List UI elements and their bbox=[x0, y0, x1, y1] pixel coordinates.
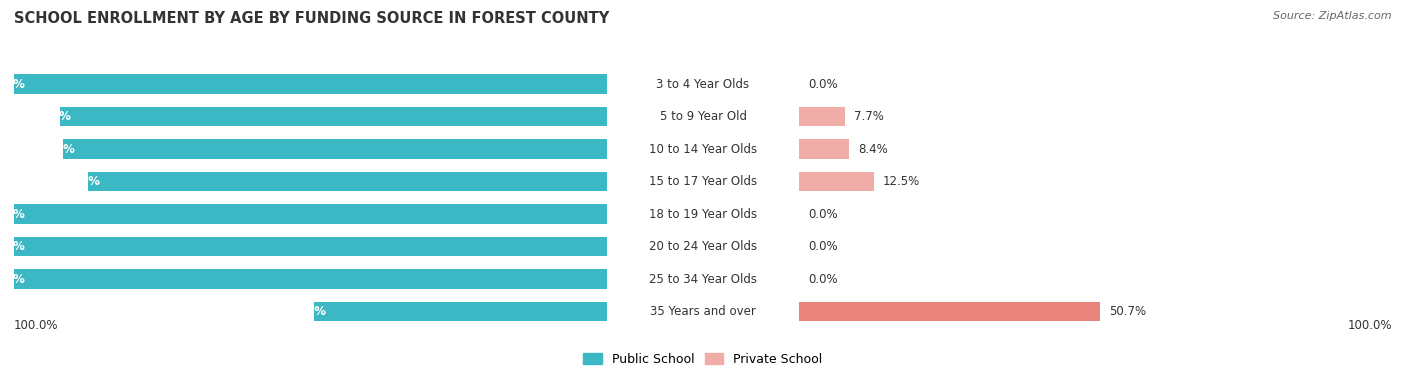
Bar bbox=[315, 302, 606, 322]
Bar bbox=[606, 296, 1406, 328]
Bar bbox=[606, 263, 1406, 296]
Text: 10 to 14 Year Olds: 10 to 14 Year Olds bbox=[650, 143, 756, 156]
Text: 91.7%: 91.7% bbox=[34, 143, 75, 156]
Bar bbox=[14, 204, 606, 224]
Bar bbox=[14, 74, 606, 94]
Bar bbox=[606, 198, 1406, 230]
Bar bbox=[800, 172, 873, 192]
Text: 100.0%: 100.0% bbox=[0, 273, 25, 286]
Text: 87.5%: 87.5% bbox=[59, 175, 100, 188]
Text: 100.0%: 100.0% bbox=[0, 240, 25, 253]
Bar bbox=[606, 166, 1406, 198]
Bar bbox=[800, 139, 849, 159]
Bar bbox=[0, 100, 800, 133]
Bar bbox=[59, 107, 606, 126]
Text: 50.7%: 50.7% bbox=[1109, 305, 1146, 318]
Bar bbox=[606, 230, 1406, 263]
Text: 0.0%: 0.0% bbox=[808, 208, 838, 221]
Bar bbox=[606, 100, 1406, 133]
Text: 100.0%: 100.0% bbox=[1347, 319, 1392, 332]
Text: 49.3%: 49.3% bbox=[285, 305, 326, 318]
Text: 18 to 19 Year Olds: 18 to 19 Year Olds bbox=[650, 208, 756, 221]
Text: 20 to 24 Year Olds: 20 to 24 Year Olds bbox=[650, 240, 756, 253]
Bar bbox=[0, 230, 800, 263]
Text: 7.7%: 7.7% bbox=[853, 110, 884, 123]
Bar bbox=[0, 68, 606, 100]
Bar bbox=[606, 133, 1406, 166]
Text: 100.0%: 100.0% bbox=[0, 208, 25, 221]
Bar bbox=[14, 237, 606, 256]
Bar bbox=[89, 172, 606, 192]
Bar bbox=[0, 68, 800, 100]
Bar bbox=[0, 198, 800, 230]
Bar bbox=[0, 133, 800, 166]
Bar bbox=[0, 166, 800, 198]
Bar bbox=[63, 139, 606, 159]
Text: 0.0%: 0.0% bbox=[808, 273, 838, 286]
Bar bbox=[0, 296, 606, 328]
Text: 0.0%: 0.0% bbox=[808, 240, 838, 253]
Bar bbox=[0, 263, 800, 296]
Bar bbox=[800, 302, 1099, 322]
Text: 5 to 9 Year Old: 5 to 9 Year Old bbox=[659, 110, 747, 123]
Bar bbox=[0, 198, 606, 230]
Text: 35 Years and over: 35 Years and over bbox=[650, 305, 756, 318]
Bar bbox=[0, 166, 606, 198]
Bar bbox=[800, 107, 845, 126]
Text: 25 to 34 Year Olds: 25 to 34 Year Olds bbox=[650, 273, 756, 286]
Text: 8.4%: 8.4% bbox=[858, 143, 887, 156]
Bar bbox=[0, 230, 606, 263]
Text: 100.0%: 100.0% bbox=[0, 78, 25, 90]
Text: 0.0%: 0.0% bbox=[808, 78, 838, 90]
Text: 3 to 4 Year Olds: 3 to 4 Year Olds bbox=[657, 78, 749, 90]
Bar bbox=[606, 68, 1406, 100]
Text: 100.0%: 100.0% bbox=[14, 319, 59, 332]
Text: 15 to 17 Year Olds: 15 to 17 Year Olds bbox=[650, 175, 756, 188]
Bar bbox=[14, 270, 606, 289]
Text: SCHOOL ENROLLMENT BY AGE BY FUNDING SOURCE IN FOREST COUNTY: SCHOOL ENROLLMENT BY AGE BY FUNDING SOUR… bbox=[14, 11, 609, 26]
Legend: Public School, Private School: Public School, Private School bbox=[578, 348, 828, 371]
Text: 92.3%: 92.3% bbox=[31, 110, 72, 123]
Bar bbox=[0, 263, 606, 296]
Bar bbox=[0, 100, 606, 133]
Text: Source: ZipAtlas.com: Source: ZipAtlas.com bbox=[1274, 11, 1392, 21]
Bar bbox=[0, 133, 606, 166]
Text: 12.5%: 12.5% bbox=[883, 175, 920, 188]
Bar bbox=[0, 296, 800, 328]
